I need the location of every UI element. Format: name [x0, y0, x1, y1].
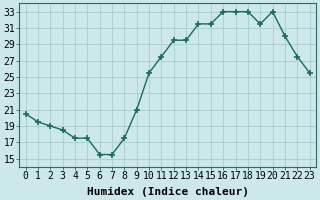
X-axis label: Humidex (Indice chaleur): Humidex (Indice chaleur) — [87, 186, 249, 197]
